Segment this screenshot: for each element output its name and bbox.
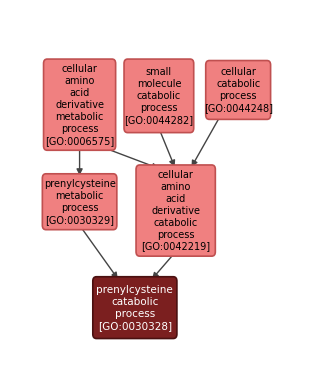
FancyBboxPatch shape xyxy=(206,60,271,119)
FancyBboxPatch shape xyxy=(43,59,116,150)
FancyBboxPatch shape xyxy=(42,174,117,230)
Text: small
molecule
catabolic
process
[GO:0044282]: small molecule catabolic process [GO:004… xyxy=(124,67,193,125)
Text: prenylcysteine
catabolic
process
[GO:0030328]: prenylcysteine catabolic process [GO:003… xyxy=(96,285,173,331)
FancyBboxPatch shape xyxy=(124,59,194,133)
Text: cellular
amino
acid
derivative
catabolic
process
[GO:0042219]: cellular amino acid derivative catabolic… xyxy=(141,170,210,252)
FancyBboxPatch shape xyxy=(93,277,177,338)
Text: cellular
catabolic
process
[GO:0044248]: cellular catabolic process [GO:0044248] xyxy=(204,67,273,113)
Text: prenylcysteine
metabolic
process
[GO:0030329]: prenylcysteine metabolic process [GO:003… xyxy=(44,179,116,225)
FancyBboxPatch shape xyxy=(136,165,215,256)
Text: cellular
amino
acid
derivative
metabolic
process
[GO:0006575]: cellular amino acid derivative metabolic… xyxy=(45,64,114,146)
